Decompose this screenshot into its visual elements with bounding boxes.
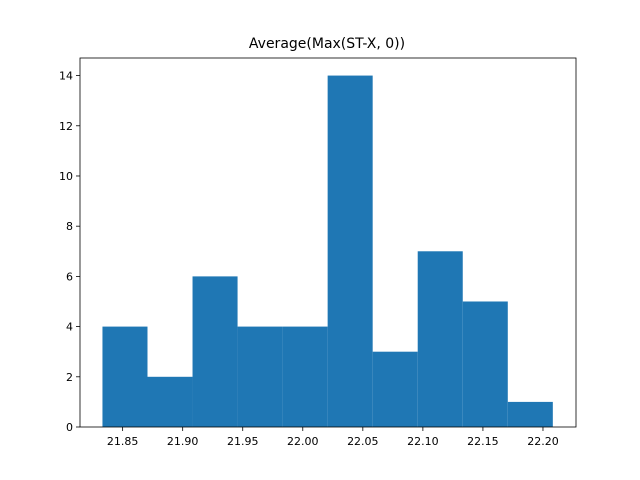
histogram-bar xyxy=(372,351,418,427)
y-tick-label: 10 xyxy=(59,170,73,183)
y-tick-label: 14 xyxy=(59,70,73,83)
histogram-bar xyxy=(147,376,193,427)
x-tick-label: 22.05 xyxy=(347,435,379,448)
y-tick-label: 2 xyxy=(66,371,73,384)
histogram-bar xyxy=(507,401,553,427)
x-axis-ticks: 21.85 21.90 21.95 22.00 22.05 22.10 22.15 22.20 xyxy=(107,427,559,448)
histogram-bar xyxy=(192,276,238,427)
plot-frame xyxy=(79,57,577,428)
x-tick-label: 21.90 xyxy=(167,435,199,448)
y-tick-label: 6 xyxy=(66,270,73,283)
histogram-bar xyxy=(282,326,328,427)
x-tick-label: 21.95 xyxy=(227,435,259,448)
x-tick-label: 22.00 xyxy=(287,435,319,448)
y-tick-label: 8 xyxy=(66,220,73,233)
y-tick-label: 0 xyxy=(66,421,73,434)
x-tick-label: 21.85 xyxy=(107,435,139,448)
y-tick-label: 12 xyxy=(59,120,73,133)
histogram-bar xyxy=(327,75,373,428)
x-tick-label: 22.20 xyxy=(527,435,559,448)
chart-title: Average(Max(ST-X, 0)) xyxy=(249,36,405,52)
histogram-bar xyxy=(102,326,148,427)
y-tick-label: 4 xyxy=(66,321,73,334)
x-tick-label: 22.15 xyxy=(467,435,499,448)
histogram-bar xyxy=(237,326,283,427)
histogram-bar xyxy=(462,301,508,427)
x-tick-label: 22.10 xyxy=(407,435,439,448)
histogram-bar xyxy=(417,251,463,427)
bars-group xyxy=(102,75,553,428)
y-axis-ticks: 0 2 4 6 8 10 12 14 xyxy=(59,70,80,434)
